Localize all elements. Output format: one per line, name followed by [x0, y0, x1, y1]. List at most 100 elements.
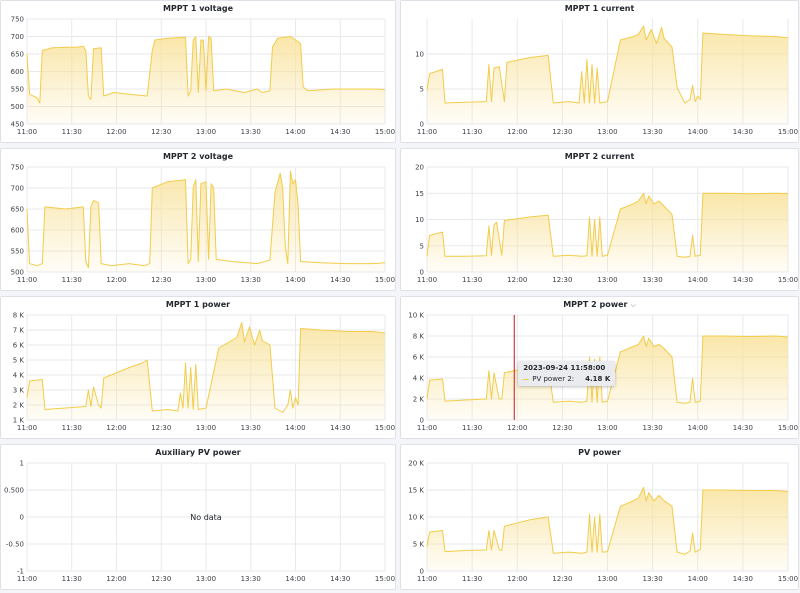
x-tick-label: 12:00: [507, 128, 527, 136]
series-area: [427, 26, 788, 124]
y-tick-label: 10 K: [408, 312, 424, 320]
x-tick-label: 15:00: [375, 575, 395, 583]
x-tick-label: 11:30: [62, 128, 82, 136]
chevron-down-icon[interactable]: ⌵: [630, 301, 636, 309]
tooltip-value: 4.18 K: [585, 375, 611, 384]
x-tick-label: 15:00: [778, 575, 798, 583]
x-tick-label: 11:00: [17, 424, 37, 432]
x-tick-label: 13:00: [196, 128, 216, 136]
x-tick-label: 12:00: [507, 276, 527, 284]
y-tick-label: 6 K: [13, 342, 25, 350]
panel-title[interactable]: MPPT 1 power: [1, 299, 395, 311]
x-tick-label: 11:00: [417, 128, 437, 136]
x-tick-label: 15:00: [778, 276, 798, 284]
y-tick-label: 10: [415, 216, 424, 224]
x-tick-label: 12:30: [552, 128, 572, 136]
x-tick-label: 12:00: [106, 575, 126, 583]
x-tick-label: 12:30: [151, 128, 171, 136]
x-tick-label: 14:00: [285, 128, 305, 136]
x-tick-label: 12:30: [552, 424, 572, 432]
panel-title-text: MPPT 1 power: [165, 300, 231, 309]
y-tick-label: 600: [11, 227, 24, 235]
x-tick-label: 12:00: [507, 575, 527, 583]
panel-title[interactable]: MPPT 1 voltage: [1, 3, 395, 15]
panel-mppt-1-current[interactable]: MPPT 1 current 0 5 10 11:00 11:30 12:00 12:30 13…: [400, 0, 799, 143]
no-data-message: No data: [190, 513, 222, 522]
x-tick-label: 14:30: [330, 128, 350, 136]
series-line: [26, 36, 386, 104]
x-tick-label: 14:00: [688, 424, 708, 432]
series-swatch-icon: [523, 378, 530, 380]
y-tick-label: 20: [415, 164, 424, 172]
y-tick-label: 4 K: [13, 372, 25, 380]
y-tick-label: 0: [420, 568, 424, 576]
panel-title[interactable]: Auxiliary PV power: [1, 447, 395, 459]
panel-title-text: MPPT 2 power: [563, 300, 628, 309]
tooltip-series: PV power 2:: [532, 375, 575, 384]
y-tick-label: 8 K: [13, 312, 25, 320]
y-tick-label: 2 K: [13, 402, 25, 410]
y-tick-label: 5: [420, 242, 424, 250]
y-tick-label: 10: [415, 51, 424, 59]
x-tick-label: 13:30: [241, 128, 261, 136]
panel-title[interactable]: MPPT 2 power ⌵: [401, 299, 798, 311]
y-tick-label: 550: [11, 86, 24, 94]
panel-title-text: Auxiliary PV power: [155, 448, 241, 457]
y-tick-label: 650: [11, 206, 24, 214]
y-tick-label: 0: [420, 121, 424, 129]
y-tick-label: 550: [11, 248, 24, 256]
x-tick-label: 11:00: [17, 575, 37, 583]
y-tick-label: -0.50: [6, 541, 24, 549]
y-tick-label: 4 K: [413, 375, 425, 383]
y-tick-label: 10 K: [408, 514, 424, 522]
panel-mppt-2-current[interactable]: MPPT 2 current 0 5 10 15 20 11:00 11:30 12:00 12:…: [400, 148, 799, 291]
x-tick-label: 15:00: [778, 128, 798, 136]
panel-mppt-1-power[interactable]: MPPT 1 power 1 K 2 K 3 K 4 K 5 K 6 K 7 K 8 K 11:0…: [0, 296, 396, 439]
y-tick-label: 650: [11, 51, 24, 59]
x-tick-label: 12:30: [151, 575, 171, 583]
chart-mppt-1-power: 1 K 2 K 3 K 4 K 5 K 6 K 7 K 8 K 11:00 11:30 12:00 1…: [13, 312, 395, 433]
x-tick-label: 13:00: [597, 575, 617, 583]
y-tick-label: 1: [20, 460, 24, 468]
chart-mppt-1-current: 0 5 10 11:00 11:30 12:00 12:30 13:00 13:30 14:00 1…: [415, 19, 798, 136]
panel-pv-power[interactable]: PV power 0 5 K 10 K 15 K 20 K 11:00 11:30 12:00 1…: [400, 444, 799, 590]
panel-title[interactable]: PV power: [401, 447, 798, 459]
y-tick-label: 0: [20, 514, 24, 522]
panel-title-text: MPPT 1 current: [564, 4, 635, 13]
y-tick-label: 5 K: [413, 541, 425, 549]
x-tick-label: 11:30: [462, 276, 482, 284]
x-tick-label: 14:30: [330, 424, 350, 432]
y-tick-label: 3 K: [13, 387, 25, 395]
series-area: [427, 193, 788, 272]
x-tick-label: 12:00: [507, 424, 527, 432]
x-tick-label: 12:00: [106, 424, 126, 432]
y-tick-label: -1: [17, 568, 24, 576]
x-tick-label: 12:00: [106, 276, 126, 284]
chart-auxiliary-pv-power: -1 -0.50 0 0.500 1 11:00 11:30 12:00 12:30 13:00 1…: [4, 460, 395, 584]
panel-mppt-1-voltage[interactable]: MPPT 1 voltage 450 500 550 600 650 700 750 11:00…: [0, 0, 396, 143]
panel-mppt-2-voltage[interactable]: MPPT 2 voltage 500 550 600 650 700 750 11:00 11:…: [0, 148, 396, 291]
series-line: [426, 192, 789, 258]
y-tick-label: 500: [11, 103, 24, 111]
x-tick-label: 14:30: [733, 424, 753, 432]
series-line: [26, 322, 386, 413]
series-line: [426, 486, 789, 555]
panel-title[interactable]: MPPT 2 voltage: [1, 151, 395, 163]
y-tick-label: 500: [11, 269, 24, 277]
panel-title[interactable]: MPPT 1 current: [401, 3, 798, 15]
panel-mppt-2-power[interactable]: MPPT 2 power ⌵ 0 2 K 4 K 6 K 8 K 10 K 11:00 11:30…: [400, 296, 799, 439]
chart-mppt-2-voltage: 500 550 600 650 700 750 11:00 11:30 12:00 12:30 13…: [11, 164, 395, 285]
panel-title[interactable]: MPPT 2 current: [401, 151, 798, 163]
tooltip: 2023-09-24 11:58:00 PV power 2: 4.18 K: [518, 361, 616, 387]
x-tick-label: 11:00: [417, 424, 437, 432]
chart-pv-power: 0 5 K 10 K 15 K 20 K 11:00 11:30 12:00 12:30 13:0…: [408, 460, 798, 584]
x-tick-label: 14:30: [330, 575, 350, 583]
panel-title-text: PV power: [578, 448, 621, 457]
y-tick-label: 700: [11, 33, 24, 41]
series-line: [26, 170, 386, 269]
panel-auxiliary-pv-power[interactable]: Auxiliary PV power -1 -0.50 0 0.500 1 11:00 11:…: [0, 444, 396, 590]
y-tick-label: 7 K: [13, 327, 25, 335]
series-line: [426, 25, 789, 104]
x-tick-label: 13:30: [643, 575, 663, 583]
x-tick-label: 13:30: [241, 276, 261, 284]
